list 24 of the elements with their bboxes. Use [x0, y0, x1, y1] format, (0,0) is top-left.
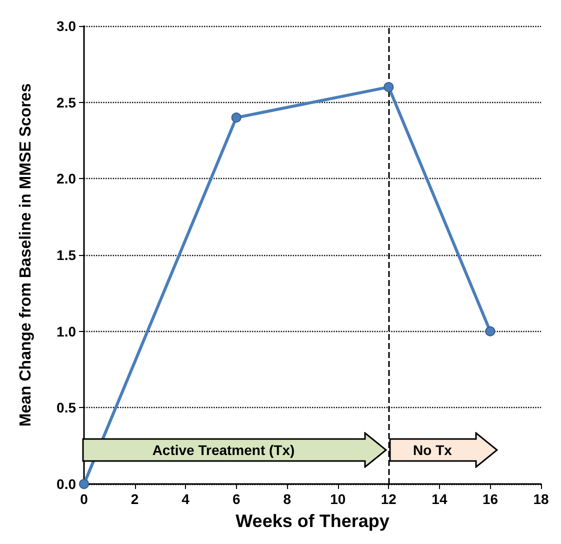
x-tick-label: 10	[330, 491, 346, 507]
y-tick-label: 1.0	[56, 323, 76, 340]
y-tick-label: 1.5	[56, 247, 76, 263]
x-tick-label: 2	[130, 491, 139, 507]
y-tick-label: 2.0	[56, 170, 76, 187]
point	[485, 326, 496, 336]
point	[384, 82, 394, 92]
annotation: No Tx	[412, 441, 453, 459]
x-tick-label: 12	[380, 491, 397, 507]
x-tick-label: 6	[232, 491, 240, 507]
point	[231, 112, 242, 123]
x-tick-label: 18	[533, 491, 549, 507]
x-axis-title: Weeks of Therapy	[236, 511, 390, 531]
x-tick-label: 8	[283, 491, 292, 507]
y-axis-title: Mean Change from Baseline in MMSE Scores	[18, 83, 34, 427]
annotation: Active Treatment (Tx)	[151, 441, 296, 459]
x-tick-label: 0	[80, 491, 88, 507]
x-tick-label: 4	[182, 491, 190, 507]
y-tick-label: 0.0	[56, 476, 76, 492]
x-tick-label: 16	[482, 491, 498, 507]
y-tick-label: 3.0	[56, 18, 76, 34]
x-tick-label: 14	[432, 491, 448, 507]
y-tick-label: 0.5	[56, 400, 76, 416]
y-tick-label: 2.5	[56, 94, 76, 110]
